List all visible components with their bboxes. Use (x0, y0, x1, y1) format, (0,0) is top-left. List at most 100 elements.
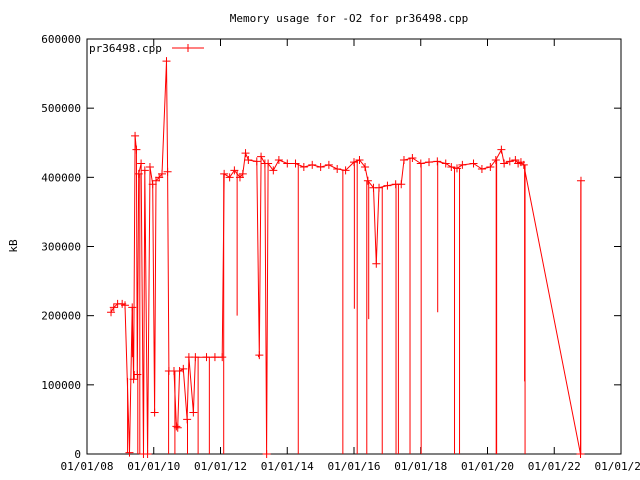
data-point (469, 159, 478, 168)
data-point (505, 157, 514, 166)
data-point (383, 181, 392, 190)
data-point (129, 375, 138, 384)
data-point (486, 162, 495, 171)
data-point (179, 364, 188, 373)
data-point (308, 160, 317, 169)
data-point (399, 156, 408, 165)
data-point (576, 176, 585, 185)
data-point (452, 164, 461, 173)
series-group (110, 61, 582, 455)
data-point (172, 422, 181, 431)
data-point (148, 180, 157, 189)
data-point (576, 450, 585, 458)
data-point (500, 159, 509, 168)
x-tick-label: 01/01/14 (261, 460, 314, 473)
y-tick-label: 300000 (41, 241, 81, 254)
x-tick-label: 01/01/08 (61, 460, 114, 473)
x-tick-label: 01/01/18 (394, 460, 447, 473)
x-tick-label: 01/01/12 (194, 460, 247, 473)
series-line (110, 61, 582, 455)
legend: pr36498.cpp (89, 42, 204, 55)
data-point (433, 157, 442, 166)
data-point (132, 145, 141, 154)
data-point (202, 353, 211, 362)
x-tick-label: 01/01/22 (528, 460, 581, 473)
data-point (241, 149, 250, 158)
x-tick-label: 01/01/16 (328, 460, 381, 473)
data-point (175, 367, 184, 375)
plot-axes: 0 100000 200000 300000 400000 500000 600000 01/… (41, 33, 640, 473)
x-tick-label: 01/01/20 (461, 460, 514, 473)
legend-marker (184, 44, 192, 52)
data-point (183, 415, 192, 424)
data-point (162, 57, 171, 66)
data-point (363, 176, 372, 185)
data-point (299, 162, 308, 171)
data-point (316, 162, 325, 171)
data-point (143, 450, 152, 458)
data-point (220, 169, 229, 178)
y-tick-label: 100000 (41, 379, 81, 392)
data-point (447, 162, 456, 171)
data-point (131, 131, 140, 140)
x-tick-label: 01/01/24 (595, 460, 640, 473)
data-point (477, 165, 486, 174)
data-point (151, 176, 160, 185)
data-point (397, 180, 406, 189)
data-point (324, 160, 333, 169)
data-point (128, 303, 137, 312)
chart-title: Memory usage for -O2 for pr36498.cpp (230, 12, 468, 25)
data-point (225, 173, 234, 182)
data-point (361, 162, 370, 171)
data-point (425, 158, 434, 167)
data-point (441, 159, 450, 168)
data-point (372, 259, 381, 268)
x-tick-label: 01/01/10 (127, 460, 180, 473)
data-point (145, 162, 154, 171)
data-point (519, 160, 528, 169)
data-point (238, 169, 247, 178)
data-point (133, 370, 142, 379)
data-point (107, 308, 116, 317)
data-point (291, 159, 300, 168)
data-point (269, 166, 278, 175)
data-point (497, 145, 506, 154)
data-point (191, 353, 200, 362)
legend-label: pr36498.cpp (89, 42, 162, 55)
data-point (134, 169, 143, 178)
data-point (255, 351, 264, 360)
data-point (210, 353, 219, 362)
y-tick-label: 400000 (41, 171, 81, 184)
data-point (230, 166, 239, 175)
data-point (341, 166, 350, 175)
y-tick-label: 200000 (41, 310, 81, 323)
data-point (121, 301, 130, 310)
y-tick-label: 600000 (41, 33, 81, 46)
data-point (140, 166, 149, 175)
y-tick-label: 500000 (41, 102, 81, 115)
data-point (244, 156, 253, 165)
data-point (333, 165, 342, 174)
data-point (355, 156, 364, 165)
data-point (150, 408, 159, 417)
data-point (262, 450, 271, 458)
data-point (218, 353, 227, 362)
data-point (137, 159, 146, 168)
y-tick-label: 0 (74, 448, 81, 461)
data-point (109, 303, 118, 312)
data-point (491, 156, 500, 165)
data-point (158, 169, 167, 178)
data-point (125, 448, 134, 457)
data-point (257, 152, 266, 161)
data-point (350, 158, 358, 167)
y-axis-label: kB (7, 239, 20, 253)
data-point (283, 159, 292, 168)
data-point (274, 156, 283, 165)
marker-group (107, 57, 585, 458)
data-point (173, 423, 182, 432)
data-point (252, 157, 261, 166)
data-point (264, 159, 273, 168)
data-point (163, 167, 172, 176)
